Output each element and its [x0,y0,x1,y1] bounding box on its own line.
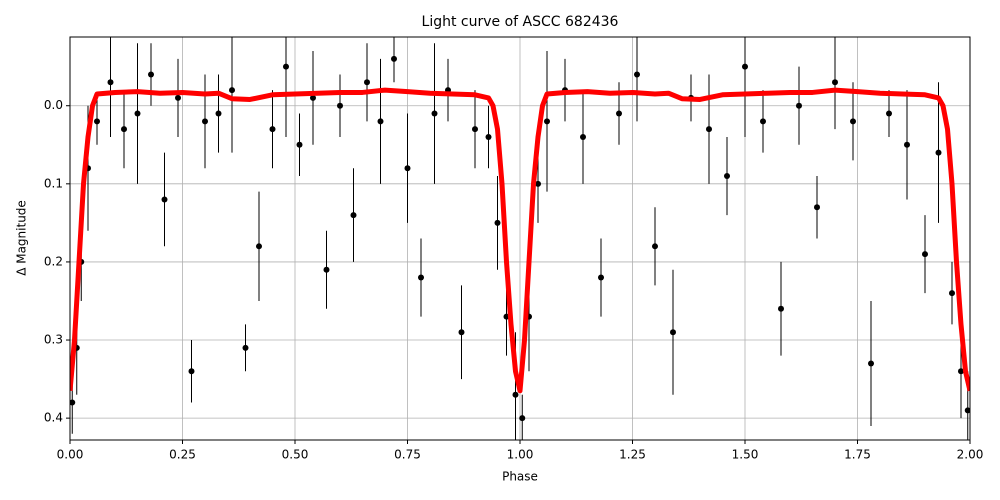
data-point [175,94,181,101]
data-point [161,196,168,203]
model-line [70,87,970,394]
x-tick-label: 0.50 [282,448,309,462]
data-point [706,126,712,133]
data-point [535,180,541,187]
data-point [404,165,411,172]
data-point [850,118,856,125]
data-point [958,368,964,375]
data-point [121,126,127,133]
y-axis-label: Δ Magnitude [15,200,29,276]
data-point [350,212,357,219]
x-tick-label: 1.75 [844,448,871,462]
data-point [148,71,154,78]
x-tick-label: 0.25 [169,448,196,462]
data-point [269,126,276,133]
data-point [922,251,928,258]
data-point [796,102,802,109]
data-point [634,71,640,78]
data-point [188,368,195,375]
data-point [70,399,76,406]
data-point [458,329,465,336]
y-tick-label: 0.4 [44,411,63,425]
y-tick-label: 0.2 [44,254,63,268]
data-point [431,110,438,117]
data-point [670,329,676,336]
data-point [202,118,208,125]
data-point [652,243,658,250]
data-point [283,63,289,70]
data-point [134,110,141,117]
data-point [760,118,766,125]
data-point [391,55,397,62]
data-point [832,79,838,86]
data-point [512,391,519,398]
data-point [472,126,478,133]
data-point [519,415,526,422]
data-point [494,219,501,226]
data-point [215,110,222,117]
data-point [310,94,316,101]
x-tick-label: 2.00 [957,448,984,462]
data-point [935,149,942,156]
data-point [616,110,622,117]
chart-title: Light curve of ASCC 682436 [422,14,619,30]
data-point [323,266,330,273]
x-axis-label: Phase [502,470,538,484]
data-point [778,305,784,312]
data-point [242,344,249,351]
data-point [598,274,604,281]
data-point [868,360,874,367]
data-point [337,102,343,109]
data-point [814,204,820,211]
data-point [485,133,492,140]
data-point [107,79,114,86]
data-point [544,118,550,125]
x-tick-label: 0.75 [394,448,421,462]
x-tick-label: 1.00 [507,448,534,462]
data-point [94,118,100,125]
y-tick-label: 0.0 [44,98,63,112]
data-point [949,290,955,297]
data-point [418,274,424,281]
data-point [724,173,730,180]
y-tick-label: 0.3 [44,333,63,347]
data-point [580,133,586,140]
y-tick-label: 0.1 [44,176,63,190]
data-point [377,118,384,125]
x-tick-label: 1.25 [619,448,646,462]
data-point [742,63,748,70]
data-point [364,79,370,86]
data-point [296,141,303,148]
data-point [904,141,910,148]
data-point [229,87,235,94]
x-tick-label: 1.50 [732,448,759,462]
plot-area [70,37,970,440]
x-tick-label: 0.00 [57,448,84,462]
data-point [886,110,892,117]
data-point [964,407,970,414]
data-point [256,243,262,250]
